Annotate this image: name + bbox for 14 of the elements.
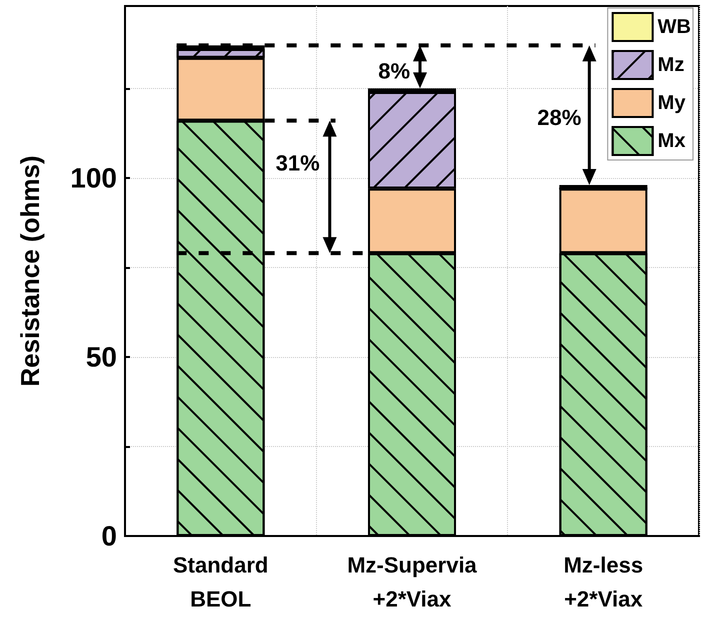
y-tick-label: 100 (70, 162, 117, 194)
y-axis-title: Resistance (ohms) (15, 155, 45, 387)
y-tick-label: 50 (86, 341, 117, 372)
legend-label: My (658, 92, 686, 114)
legend-label: WB (658, 16, 692, 38)
legend-label: Mz (658, 54, 684, 76)
y-tick-label: 0 (101, 520, 117, 552)
x-tick-label: Mz-less +2*Viax (564, 552, 644, 612)
x-tick-label: Standard BEOL (172, 552, 268, 612)
annotation: 31% (276, 150, 320, 176)
annotation: 8% (378, 58, 410, 84)
annotation: 28% (537, 105, 582, 130)
legend-label: Mx (658, 130, 686, 152)
x-tick-label: Mz-Supervia +2*Viax (347, 552, 478, 612)
